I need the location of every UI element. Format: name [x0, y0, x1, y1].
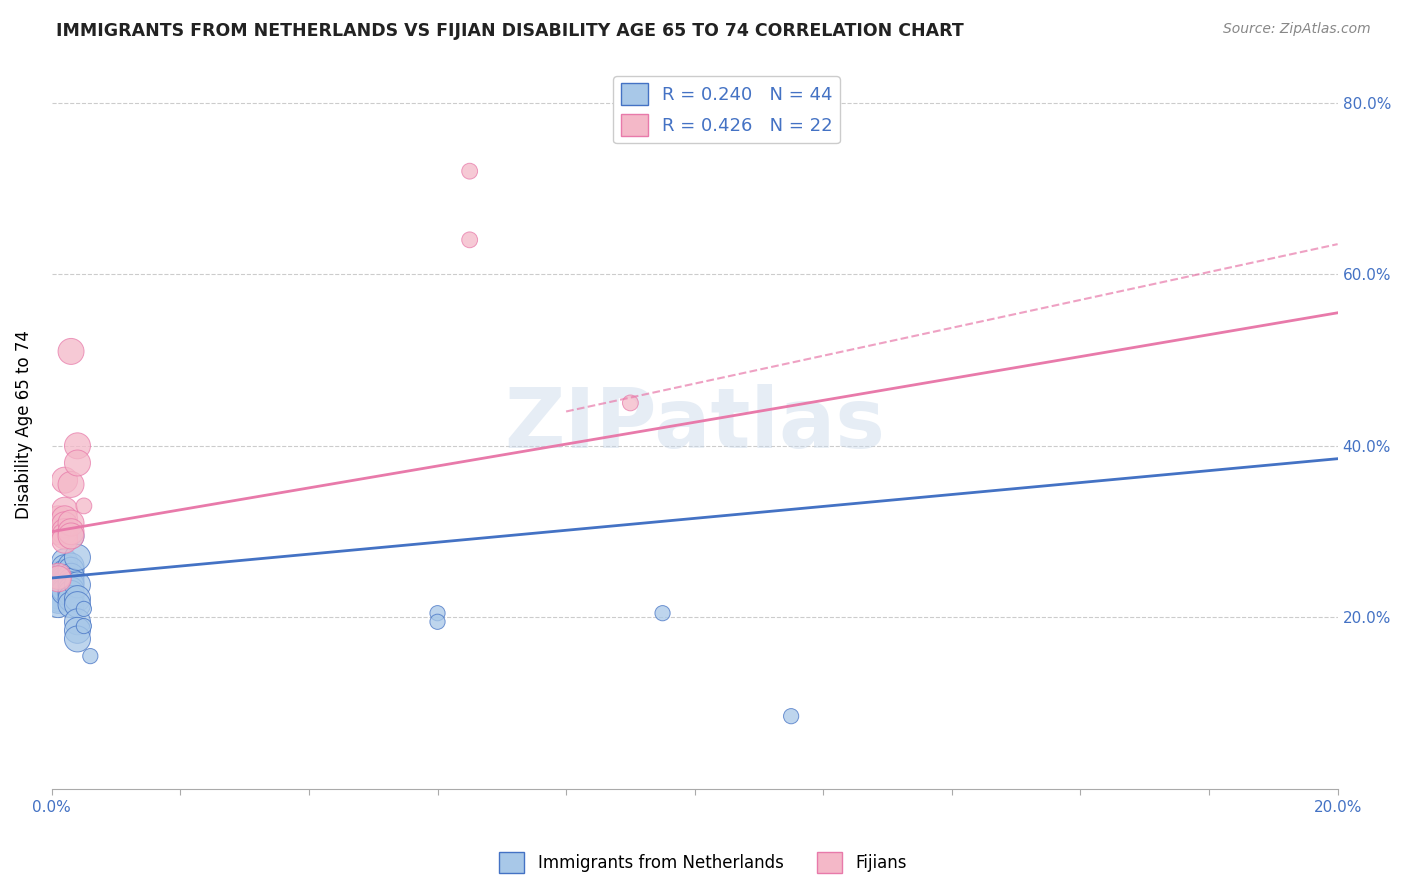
Text: IMMIGRANTS FROM NETHERLANDS VS FIJIAN DISABILITY AGE 65 TO 74 CORRELATION CHART: IMMIGRANTS FROM NETHERLANDS VS FIJIAN DI… — [56, 22, 965, 40]
Point — [60, 598, 83, 612]
Point — [46, 578, 69, 592]
Point — [53, 576, 76, 591]
Point — [46, 581, 69, 595]
Legend: Immigrants from Netherlands, Fijians: Immigrants from Netherlands, Fijians — [492, 846, 914, 880]
Point — [60, 574, 83, 589]
Point — [60, 563, 83, 577]
Point — [458, 233, 481, 247]
Point — [53, 555, 76, 569]
Point — [66, 578, 89, 592]
Text: Source: ZipAtlas.com: Source: ZipAtlas.com — [1223, 22, 1371, 37]
Point — [426, 615, 449, 629]
Point — [53, 529, 76, 543]
Point — [60, 344, 83, 359]
Point — [60, 578, 83, 592]
Point — [60, 477, 83, 491]
Point — [73, 499, 96, 513]
Point — [53, 524, 76, 539]
Point — [60, 582, 83, 597]
Point — [53, 517, 76, 532]
Point — [60, 529, 83, 543]
Point — [619, 396, 641, 410]
Point — [66, 591, 89, 606]
Y-axis label: Disability Age 65 to 74: Disability Age 65 to 74 — [15, 330, 32, 519]
Text: ZIPatlas: ZIPatlas — [505, 384, 886, 465]
Point — [458, 164, 481, 178]
Point — [66, 439, 89, 453]
Point — [53, 533, 76, 548]
Point — [66, 456, 89, 470]
Point — [46, 591, 69, 606]
Point — [66, 550, 89, 565]
Point — [53, 569, 76, 583]
Point — [66, 598, 89, 612]
Point — [79, 649, 101, 664]
Legend: R = 0.240   N = 44, R = 0.426   N = 22: R = 0.240 N = 44, R = 0.426 N = 22 — [613, 76, 839, 144]
Point — [53, 574, 76, 589]
Point — [46, 572, 69, 586]
Point — [66, 632, 89, 646]
Point — [53, 512, 76, 526]
Point — [73, 619, 96, 633]
Point — [46, 598, 69, 612]
Point — [53, 560, 76, 574]
Point — [60, 516, 83, 530]
Point — [60, 559, 83, 574]
Point — [53, 572, 76, 586]
Point — [46, 524, 69, 539]
Point — [53, 473, 76, 487]
Point — [46, 572, 69, 586]
Point — [46, 589, 69, 603]
Point — [60, 529, 83, 543]
Point — [780, 709, 803, 723]
Point — [53, 503, 76, 517]
Point — [53, 566, 76, 580]
Point — [53, 582, 76, 596]
Point — [46, 569, 69, 583]
Point — [66, 624, 89, 638]
Point — [46, 567, 69, 582]
Point — [46, 512, 69, 526]
Point — [46, 569, 69, 583]
Point — [651, 606, 673, 620]
Point — [60, 586, 83, 600]
Point — [66, 615, 89, 629]
Point — [53, 578, 76, 592]
Point — [60, 524, 83, 539]
Point — [46, 574, 69, 589]
Point — [60, 569, 83, 583]
Point — [60, 591, 83, 606]
Point — [46, 593, 69, 607]
Point — [53, 584, 76, 599]
Point — [426, 606, 449, 620]
Point — [73, 602, 96, 616]
